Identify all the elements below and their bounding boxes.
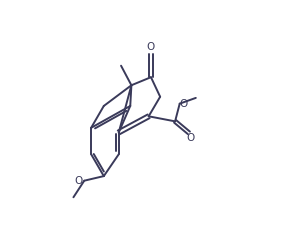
Text: O: O [147, 42, 155, 52]
Text: O: O [187, 133, 195, 143]
Text: O: O [74, 175, 83, 185]
Text: O: O [180, 98, 188, 109]
